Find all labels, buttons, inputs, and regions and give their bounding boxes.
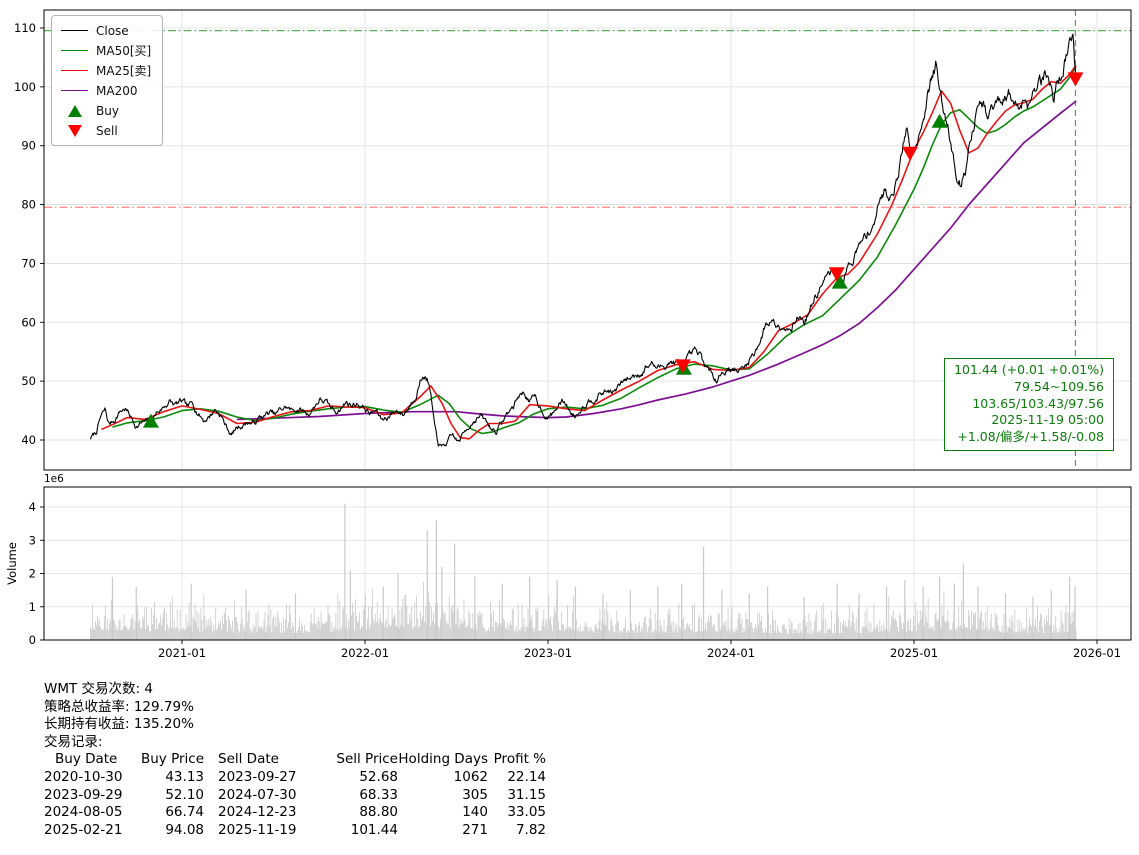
svg-text:2022-01: 2022-01 — [341, 646, 389, 660]
annotation-line-1: 101.44 (+0.01 +0.01%) — [954, 362, 1104, 377]
annotation-line-4: 2025-11-19 05:00 — [991, 412, 1104, 428]
annotation-line-2: 79.54~109.56 — [1014, 378, 1104, 394]
table-cell: 52.10 — [165, 786, 204, 803]
table-header-cell: Buy Price — [140, 751, 204, 768]
summary-symbol-trades: WMT 交易次数: 4 — [44, 681, 153, 697]
table-cell: 68.33 — [359, 786, 398, 803]
trades-table: Buy Date Buy Price Sell Date Sell Price Hold… — [44, 751, 546, 839]
legend-item-ma50-label: MA50[买] — [96, 44, 152, 58]
legend-item-close: Close — [61, 23, 151, 38]
svg-text:2: 2 — [29, 567, 36, 581]
legend-item-ma200: MA200 — [61, 83, 151, 98]
table-cell: 88.80 — [359, 804, 398, 821]
table-cell: 2023-09-29 — [44, 786, 123, 803]
legend-item-ma50: MA50[买] — [61, 43, 151, 58]
svg-text:110: 110 — [14, 21, 36, 35]
table-header-cell: Sell Price — [336, 751, 398, 768]
table-header-cell: Buy Date — [55, 751, 118, 768]
table-row: 2024-08-05 66.74 2024-12-23 88.80 140 33.05 — [44, 804, 546, 822]
svg-text:2023-01: 2023-01 — [524, 646, 572, 660]
legend: Close MA50[买] MA25[卖] MA200 Buy Sell — [51, 15, 164, 146]
table-row: 2020-10-30 43.13 2023-09-27 52.68 1062 22.14 — [44, 769, 546, 787]
table-cell: 2024-08-05 — [44, 804, 123, 821]
strategy-summary: WMT 交易次数: 4 策略总收益率: 129.79% 长期持有收益: 135.… — [44, 681, 546, 839]
summary-hold-return: 长期持有收益: 135.20% — [44, 716, 194, 733]
table-cell: 52.68 — [359, 768, 398, 785]
table-cell: 2025-11-19 — [218, 821, 297, 838]
svg-text:3: 3 — [29, 533, 36, 547]
volume-axis-label: Volume — [5, 542, 19, 585]
svg-text:60: 60 — [21, 315, 36, 329]
table-cell: 2020-10-30 — [44, 768, 123, 785]
legend-item-ma25: MA25[卖] — [61, 63, 151, 78]
table-header-cell: Holding Days — [398, 751, 488, 768]
quote-annotation: 101.44 (+0.01 +0.01%) 79.54~109.56 103.65/… — [944, 358, 1114, 451]
price-volume-chart: 40 50 60 70 80 90 100 110 0 1 2 3 4 2021-01 2022-01 202… — [5, 9, 1132, 660]
table-header-cell: Sell Date — [218, 751, 279, 768]
table-cell: 101.44 — [350, 821, 398, 838]
legend-item-buy-label: Buy — [96, 103, 119, 118]
svg-text:2021-01: 2021-01 — [158, 646, 206, 660]
table-cell: 305 — [462, 786, 488, 803]
svg-text:2024-01: 2024-01 — [707, 646, 755, 660]
legend-item-ma25-label: MA25[卖] — [96, 64, 152, 78]
legend-item-sell-label: Sell — [96, 123, 118, 138]
legend-item-ma200-label: MA200 — [96, 83, 138, 98]
svg-text:2025-01: 2025-01 — [890, 646, 938, 660]
svg-text:90: 90 — [21, 139, 36, 153]
svg-text:50: 50 — [21, 374, 36, 388]
trades-table-header: Buy Date Buy Price Sell Date Sell Price Hold… — [44, 751, 546, 769]
annotation-line-3: 103.65/103.43/97.56 — [972, 395, 1104, 411]
table-cell: 22.14 — [507, 768, 546, 785]
legend-item-buy: Buy — [61, 103, 151, 118]
svg-text:1: 1 — [29, 600, 36, 614]
table-cell: 7.82 — [515, 821, 546, 838]
table-row: 2023-09-29 52.10 2024-07-30 68.33 305 31.15 — [44, 787, 546, 805]
ma50-line-swatch — [61, 50, 88, 51]
svg-text:0: 0 — [29, 633, 36, 647]
legend-item-sell: Sell — [61, 123, 151, 138]
table-cell: 2024-12-23 — [218, 804, 297, 821]
annotation-line-5: +1.08/偏多/+1.58/-0.08 — [957, 429, 1104, 445]
svg-text:100: 100 — [14, 80, 36, 94]
table-cell: 2024-07-30 — [218, 786, 297, 803]
table-cell: 2025-02-21 — [44, 821, 123, 838]
table-cell: 94.08 — [165, 821, 204, 838]
table-cell: 271 — [462, 821, 488, 838]
table-cell: 33.05 — [507, 804, 546, 821]
table-cell: 140 — [462, 804, 488, 821]
table-cell: 2023-09-27 — [218, 768, 297, 785]
legend-item-close-label: Close — [96, 23, 129, 38]
ma200-line-swatch — [61, 90, 88, 91]
table-cell: 43.13 — [165, 768, 204, 785]
sell-triangle-icon — [67, 124, 82, 137]
summary-trade-record-label: 交易记录: — [44, 733, 103, 750]
summary-strategy-return: 策略总收益率: 129.79% — [44, 698, 194, 715]
close-line-swatch — [61, 30, 88, 31]
table-cell: 66.74 — [165, 804, 204, 821]
svg-text:1e6: 1e6 — [44, 473, 64, 485]
buy-triangle-icon — [67, 104, 82, 117]
svg-text:40: 40 — [21, 433, 36, 447]
svg-text:70: 70 — [21, 256, 36, 270]
table-cell: 1062 — [453, 768, 488, 785]
svg-text:80: 80 — [21, 198, 36, 212]
table-cell: 31.15 — [507, 786, 546, 803]
table-row: 2025-02-21 94.08 2025-11-19 101.44 271 7.82 — [44, 822, 546, 840]
table-header-cell: Profit % — [493, 751, 546, 768]
svg-text:2026-01: 2026-01 — [1073, 646, 1121, 660]
svg-text:4: 4 — [29, 500, 36, 514]
ma25-line-swatch — [61, 70, 88, 71]
